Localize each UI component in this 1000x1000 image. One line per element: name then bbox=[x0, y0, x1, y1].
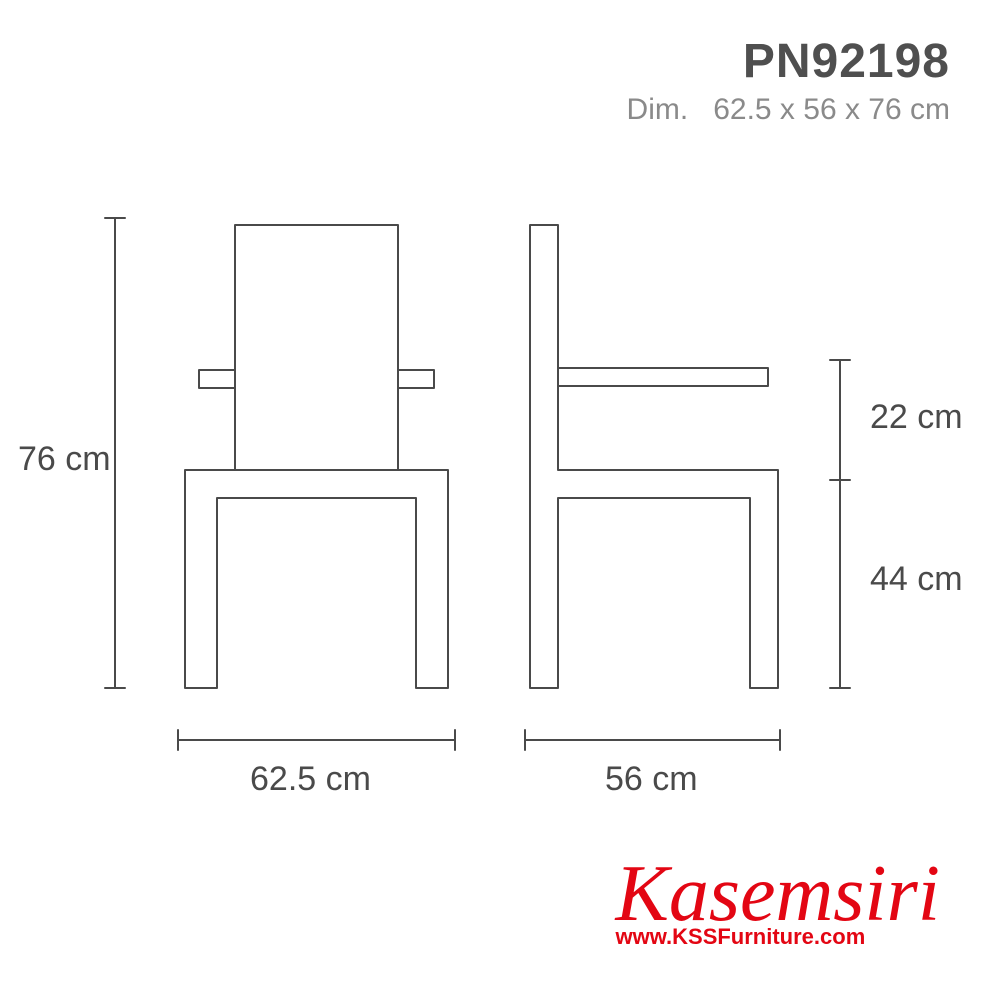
label-width-56: 56 cm bbox=[605, 760, 698, 799]
label-height-76: 76 cm bbox=[18, 440, 111, 479]
logo-script-text: Kasemsiri bbox=[616, 858, 941, 930]
label-height-22: 22 cm bbox=[870, 398, 963, 437]
label-height-44: 44 cm bbox=[870, 560, 963, 599]
label-width-625: 62.5 cm bbox=[250, 760, 371, 799]
brand-logo: Kasemsiri www.KSSFurniture.com bbox=[616, 858, 941, 950]
